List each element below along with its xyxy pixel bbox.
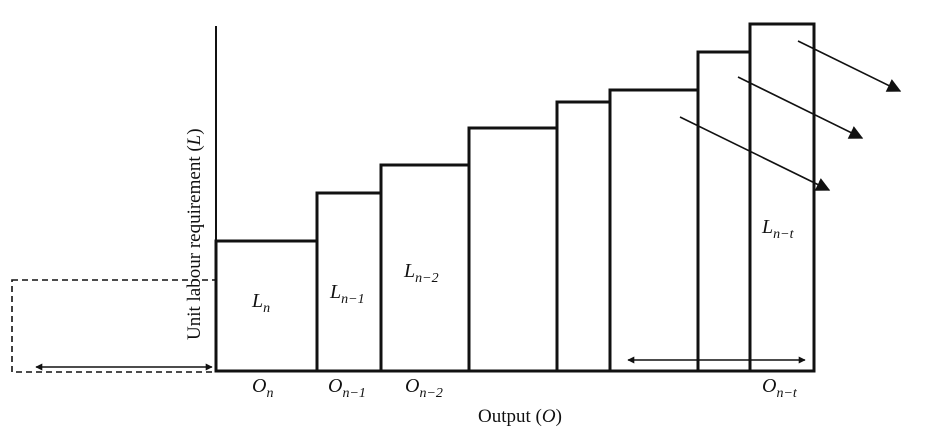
bar-label-n: Ln <box>251 290 270 316</box>
bar-4 <box>467 126 559 373</box>
output-label-n-1: On−1 <box>328 375 366 401</box>
dashed-box <box>11 279 217 373</box>
output-label-n: On <box>252 375 273 401</box>
bar-label-n-2: Ln−2 <box>403 260 439 286</box>
step-bars <box>214 22 816 373</box>
bar-2 <box>315 191 383 373</box>
bar-6 <box>608 88 700 373</box>
shift-arrow-1 <box>797 40 902 92</box>
shift-arrow-3 <box>679 116 831 191</box>
output-label-n-2: On−2 <box>405 375 443 401</box>
x-axis-title: Output (O) <box>478 406 562 427</box>
bar-8 <box>748 22 816 373</box>
bar-label-n-1: Ln−1 <box>329 281 365 307</box>
bar-label-n-t: Ln−t <box>761 216 795 242</box>
shift-arrow-2 <box>737 76 864 139</box>
output-label-n-t: On−t <box>762 375 798 401</box>
bar-7 <box>696 50 752 373</box>
bar-3 <box>379 163 471 373</box>
y-axis-title: Unit labour requirement (L) <box>184 128 205 340</box>
bar-5 <box>555 100 612 373</box>
